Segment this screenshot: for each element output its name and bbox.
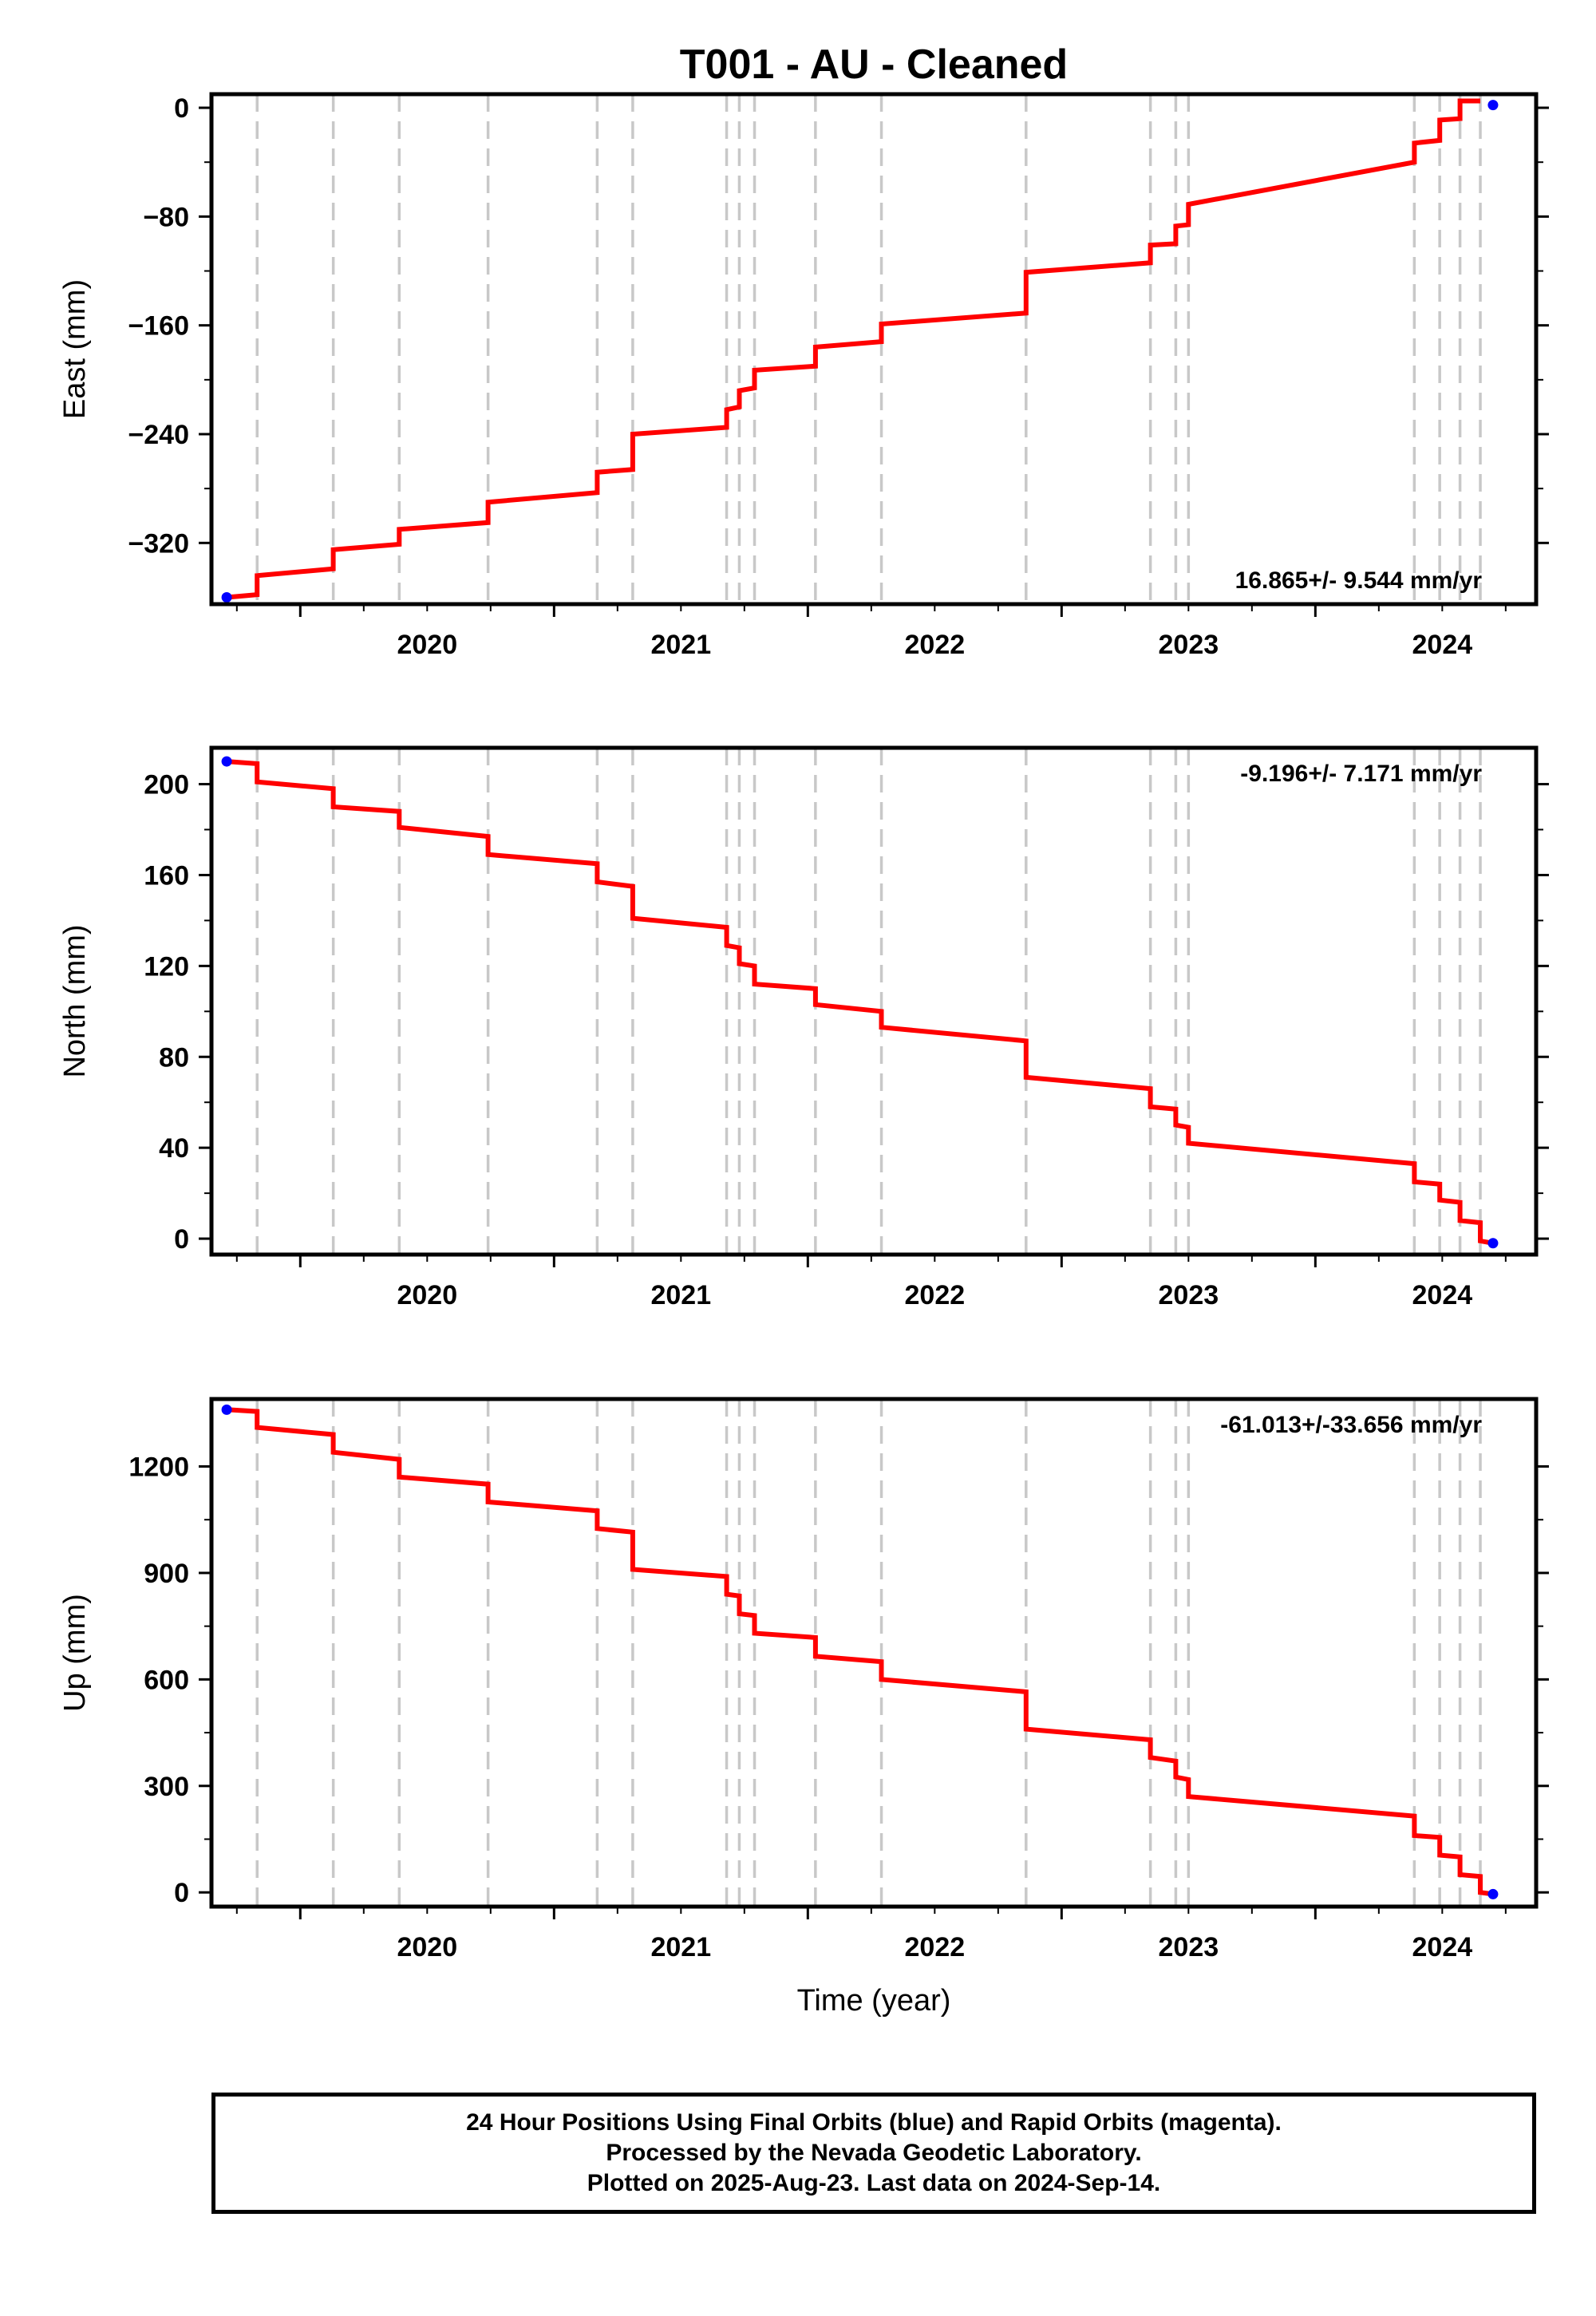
footer-line-3: Plotted on 2025-Aug-23. Last data on 202… <box>587 2170 1161 2196</box>
x-tick-label: 2020 <box>397 630 457 660</box>
x-tick-label: 2022 <box>905 1932 966 1962</box>
x-tick-label: 2024 <box>1412 630 1473 660</box>
x-tick-label: 2020 <box>397 1932 457 1962</box>
panel-up: 1200 900 600 300 0 2020 2021 2022 2023 2024 Up (mm… <box>58 1397 1549 2018</box>
panel-east: 0 −80 −160 −240 −320 2020 2021 2022 2023 2024 East… <box>58 92 1549 660</box>
x-tick-label: 2020 <box>397 1280 457 1310</box>
x-tick-label: 2024 <box>1412 1932 1473 1962</box>
model-line-east <box>226 98 1480 600</box>
model-line-north <box>226 759 1494 1246</box>
y-tick-label: 0 <box>174 93 189 124</box>
y-tick-label: 600 <box>144 1665 189 1695</box>
data-point <box>221 591 232 603</box>
y-tick-label: 0 <box>174 1878 189 1908</box>
y-tick-label: 1200 <box>128 1452 189 1483</box>
x-tick-label: 2021 <box>650 1280 711 1310</box>
model-line-up <box>226 1407 1494 1897</box>
y-axis-label-up: Up (mm) <box>58 1594 92 1712</box>
y-tick-label: −240 <box>128 420 189 450</box>
rate-label-up: -61.013+/-33.656 mm/yr <box>1220 1412 1482 1438</box>
y-axis-label-east: East (mm) <box>58 279 92 419</box>
y-tick-label: −80 <box>143 202 189 232</box>
y-tick-label: −320 <box>128 528 189 559</box>
plot-frame-east <box>209 92 1539 607</box>
y-tick-label: 0 <box>174 1224 189 1255</box>
x-tick-label: 2023 <box>1159 1280 1219 1310</box>
y-tick-label: 40 <box>159 1133 189 1164</box>
y-tick-label: 120 <box>144 951 189 982</box>
panel-north: 200 160 120 80 40 0 2020 2021 2022 2023 2024 North … <box>58 745 1549 1310</box>
x-tick-label: 2021 <box>650 630 711 660</box>
timeseries-figure: T001 - AU - Cleaned 0 −80 −160 −240 −320 2020… <box>58 41 1549 2018</box>
rate-label-east: 16.865+/- 9.544 mm/yr <box>1235 567 1483 594</box>
x-tick-label: 2024 <box>1412 1280 1473 1310</box>
chart-title: T001 - AU - Cleaned <box>680 41 1068 88</box>
y-tick-label: 300 <box>144 1772 189 1802</box>
x-axis-label: Time (year) <box>797 1984 951 2018</box>
panels-group: 0 −80 −160 −240 −320 2020 2021 2022 2023 2024 East… <box>58 92 1549 2018</box>
x-tick-label: 2022 <box>905 630 966 660</box>
data-point <box>1487 1238 1499 1249</box>
x-tick-label: 2022 <box>905 1280 966 1310</box>
footer-line-2: Processed by the Nevada Geodetic Laborat… <box>606 2140 1142 2166</box>
y-tick-label: 80 <box>159 1042 189 1073</box>
y-axis-label-north: North (mm) <box>58 924 92 1077</box>
y-tick-label: 160 <box>144 860 189 891</box>
x-tick-label: 2023 <box>1159 1932 1219 1962</box>
data-point <box>1487 1888 1499 1899</box>
y-tick-label: −160 <box>128 311 189 342</box>
plot-frame-up <box>209 1397 1539 1909</box>
y-tick-label: 900 <box>144 1559 189 1589</box>
footer-note: 24 Hour Positions Using Final Orbits (bl… <box>211 2093 1536 2214</box>
rate-label-north: -9.196+/- 7.171 mm/yr <box>1240 761 1482 787</box>
plot-frame-north <box>209 745 1539 1257</box>
y-tick-label: 200 <box>144 770 189 800</box>
x-tick-label: 2023 <box>1159 630 1219 660</box>
footer-line-1: 24 Hour Positions Using Final Orbits (bl… <box>466 2109 1282 2136</box>
data-point <box>1487 100 1499 111</box>
x-tick-label: 2021 <box>650 1932 711 1962</box>
data-point <box>221 756 232 767</box>
data-point <box>221 1404 232 1415</box>
